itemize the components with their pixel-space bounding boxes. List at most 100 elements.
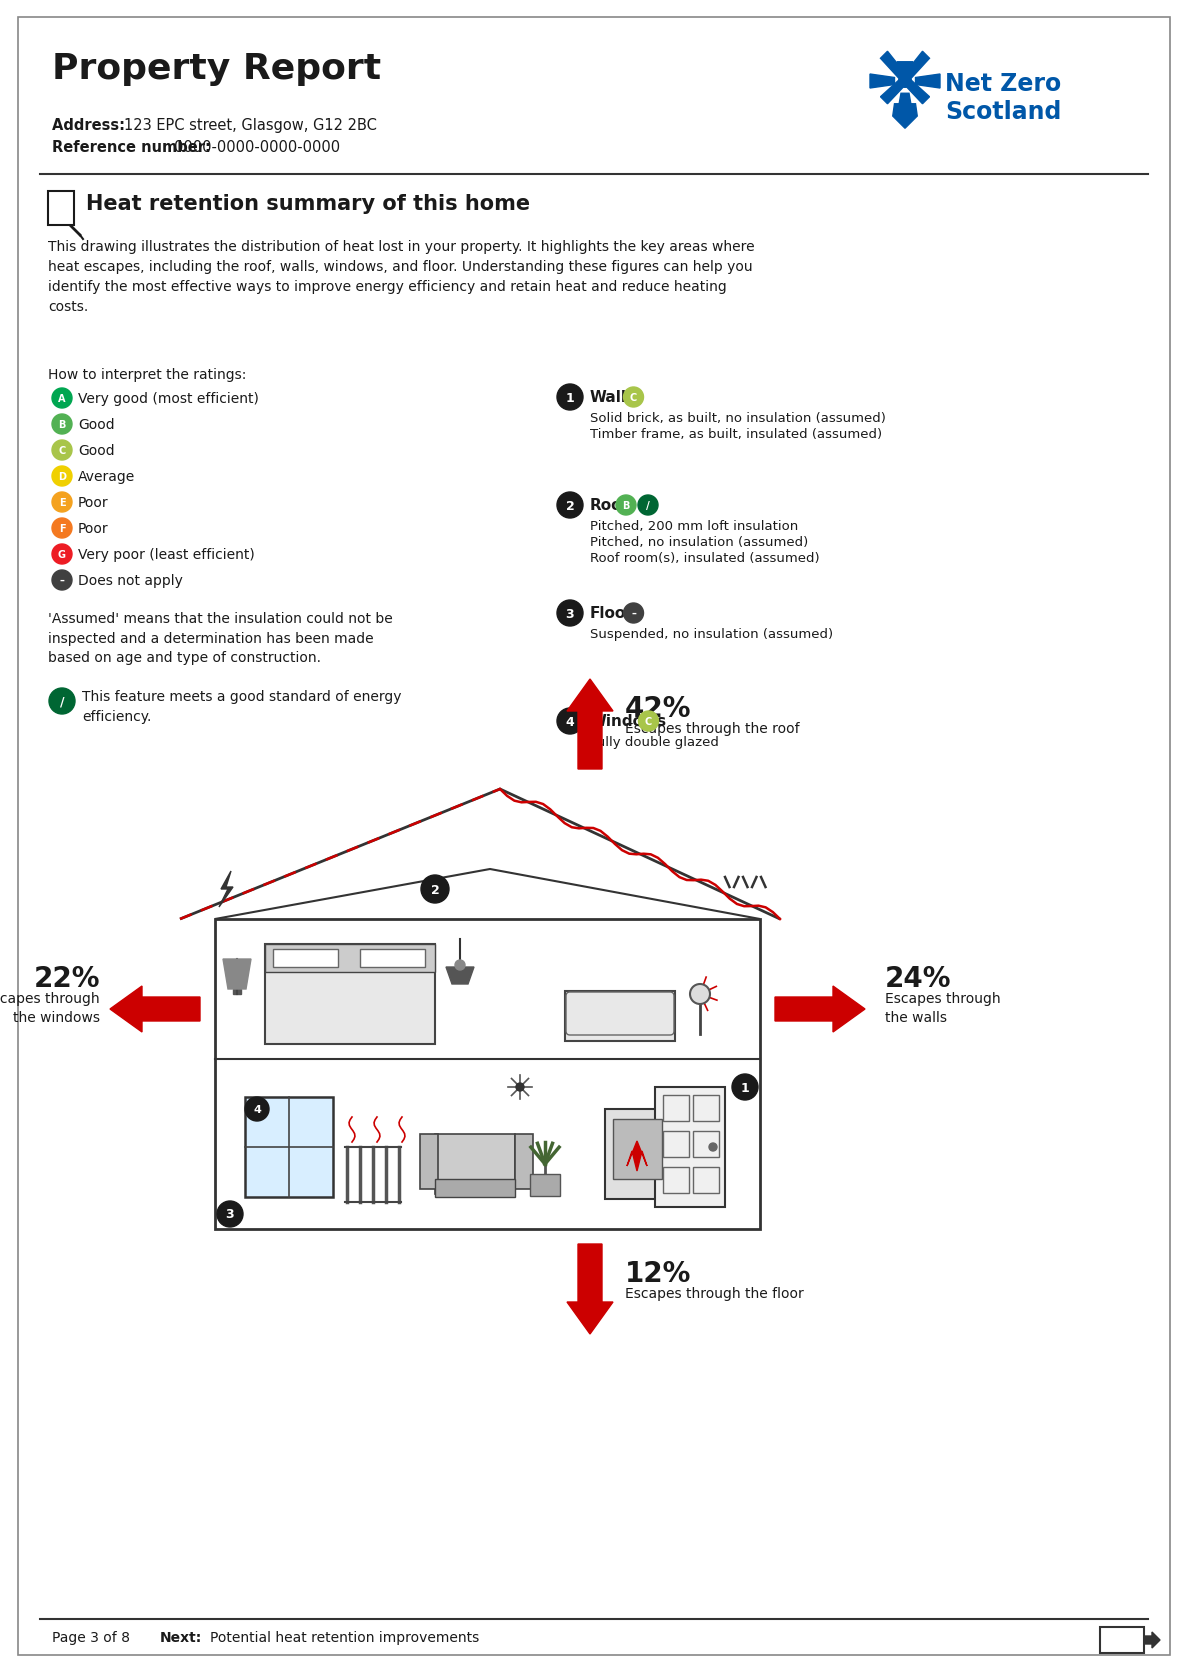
Bar [530,1174,560,1196]
Bar [663,1096,689,1121]
Text: C: C [645,716,652,726]
Circle shape [709,1143,718,1151]
Circle shape [52,440,72,460]
Text: 42%: 42% [625,694,691,723]
Circle shape [52,545,72,565]
Circle shape [557,385,583,412]
Text: 0000-0000-0000-0000: 0000-0000-0000-0000 [173,141,340,156]
Polygon shape [897,94,914,117]
Text: Suspended, no insulation (assumed): Suspended, no insulation (assumed) [590,627,833,641]
FancyArrow shape [110,987,200,1032]
Text: 24%: 24% [885,964,952,992]
Text: Escapes through the floor: Escapes through the floor [625,1287,804,1300]
Text: Very poor (least efficient): Very poor (least efficient) [78,547,254,562]
Text: Good: Good [78,418,114,432]
Text: E: E [58,497,65,507]
Text: Walls: Walls [590,390,636,405]
Bar [360,950,425,967]
Polygon shape [916,75,940,89]
Text: –: – [631,609,636,619]
Text: 3: 3 [565,607,574,621]
Text: Page 3 of 8: Page 3 of 8 [52,1630,129,1645]
Bar [693,1131,719,1158]
Text: Windows: Windows [590,714,668,728]
Text: Next:: Next: [160,1630,202,1645]
Text: C: C [630,393,637,403]
Text: Escapes through the roof: Escapes through the roof [625,721,800,736]
Text: A: A [58,393,65,403]
Text: Floor: Floor [590,606,633,621]
Polygon shape [905,80,929,105]
Circle shape [732,1074,758,1101]
Bar [245,1097,333,1198]
Text: 2: 2 [430,883,440,897]
Text: 2: 2 [565,499,574,512]
Text: Potential heat retention improvements: Potential heat retention improvements [210,1630,479,1645]
Bar [215,920,760,1230]
Circle shape [52,494,72,512]
FancyArrow shape [567,1245,613,1333]
Text: Poor: Poor [78,522,108,535]
Text: This drawing illustrates the distribution of heat lost in your property. It high: This drawing illustrates the distributio… [48,239,754,315]
Circle shape [52,570,72,591]
Text: C: C [58,445,65,455]
Circle shape [516,1084,524,1091]
Circle shape [624,388,644,408]
Circle shape [52,519,72,539]
Text: Very good (most efficient): Very good (most efficient) [78,391,259,407]
Text: Timber frame, as built, insulated (assumed): Timber frame, as built, insulated (assum… [590,428,883,440]
Polygon shape [870,75,895,89]
Polygon shape [627,1141,647,1171]
Bar [693,1096,719,1121]
Text: This feature meets a good standard of energy
efficiency.: This feature meets a good standard of en… [82,689,402,723]
Text: 22%: 22% [33,964,100,992]
Text: G: G [58,550,67,560]
Circle shape [455,960,465,970]
Text: Good: Good [78,443,114,458]
Circle shape [557,709,583,734]
Bar [516,1134,533,1190]
Text: Scotland: Scotland [944,100,1061,124]
Circle shape [217,1201,244,1228]
Bar [273,950,339,967]
Circle shape [624,604,644,624]
Polygon shape [446,967,474,984]
Bar [663,1131,689,1158]
Text: /: / [59,694,64,708]
Text: Average: Average [78,470,135,483]
Text: 12%: 12% [625,1260,691,1287]
Bar [565,992,675,1041]
Circle shape [617,495,636,515]
Text: Does not apply: Does not apply [78,574,183,587]
Circle shape [690,984,710,1004]
Text: F: F [58,524,65,534]
Circle shape [638,711,658,731]
Text: Pitched, no insulation (assumed): Pitched, no insulation (assumed) [590,535,808,549]
Text: Net Zero: Net Zero [944,72,1061,95]
Text: Property Report: Property Report [52,52,381,85]
Text: –: – [59,576,64,586]
Polygon shape [880,52,905,80]
Text: How to interpret the ratings:: How to interpret the ratings: [48,368,246,381]
Polygon shape [880,80,905,105]
Circle shape [52,388,72,408]
Bar [48,192,74,226]
Circle shape [49,689,75,714]
Text: Heat retention summary of this home: Heat retention summary of this home [86,194,530,214]
Polygon shape [223,959,251,989]
Circle shape [557,601,583,627]
Bar [693,1168,719,1193]
Bar [435,1134,516,1195]
Text: Address:: Address: [52,117,131,132]
Polygon shape [892,105,917,129]
Text: Escapes through
the walls: Escapes through the walls [885,992,1000,1026]
Text: B: B [58,420,65,430]
Text: 3: 3 [226,1208,234,1221]
Circle shape [557,494,583,519]
Text: Pitched, 200 mm loft insulation: Pitched, 200 mm loft insulation [590,520,798,532]
Bar [655,1087,725,1208]
Bar [233,989,241,994]
Text: /: / [646,500,650,510]
Text: 4: 4 [253,1104,261,1114]
Text: Roof room(s), insulated (assumed): Roof room(s), insulated (assumed) [590,552,820,565]
